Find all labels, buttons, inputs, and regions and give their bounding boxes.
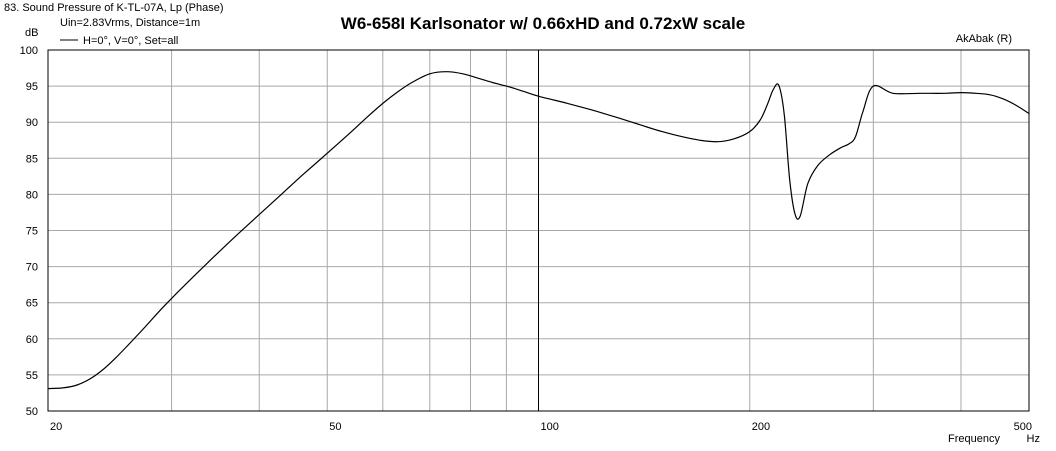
y-tick-label: 50: [26, 406, 38, 418]
plot-frame: [47, 49, 1030, 412]
series-line: [47, 71, 1030, 390]
x-axis-tick-labels: 20 50 100 200 500: [50, 421, 1032, 433]
y-tick-label: 60: [26, 334, 38, 346]
legend-entry: H=0°, V=0°, Set=all: [83, 35, 178, 47]
y-tick-label: 100: [20, 45, 38, 57]
chart-title: W6-658I Karlsonator w/ 0.66xHD and 0.72x…: [341, 14, 745, 33]
brand-text: AkAbak (R): [956, 33, 1012, 45]
y-tick-label: 75: [26, 226, 38, 238]
y-tick-label: 95: [26, 81, 38, 93]
y-tick-label: 90: [26, 117, 38, 129]
y-tick-label: 70: [26, 262, 38, 274]
x-unit-label: Hz: [1027, 433, 1040, 445]
chart-id-text: 83. Sound Pressure of K-TL-07A, Lp (Phas…: [4, 2, 224, 14]
grid-lines: [48, 50, 1029, 411]
y-axis-tick-labels: 100 95 90 85 80 75 70 65 60 55 50: [20, 45, 38, 418]
y-tick-label: 80: [26, 189, 38, 201]
conditions-text: Uin=2.83Vrms, Distance=1m: [60, 17, 200, 29]
y-tick-label: 65: [26, 298, 38, 310]
x-tick-label: 200: [752, 421, 770, 433]
x-tick-label: 100: [541, 421, 559, 433]
x-tick-label: 20: [50, 421, 62, 433]
x-tick-label: 500: [1014, 421, 1032, 433]
x-tick-label: 50: [329, 421, 341, 433]
x-axis-label: Frequency: [948, 433, 1000, 445]
y-unit-label: dB: [25, 27, 38, 39]
y-tick-label: 85: [26, 153, 38, 165]
y-tick-label: 55: [26, 370, 38, 382]
